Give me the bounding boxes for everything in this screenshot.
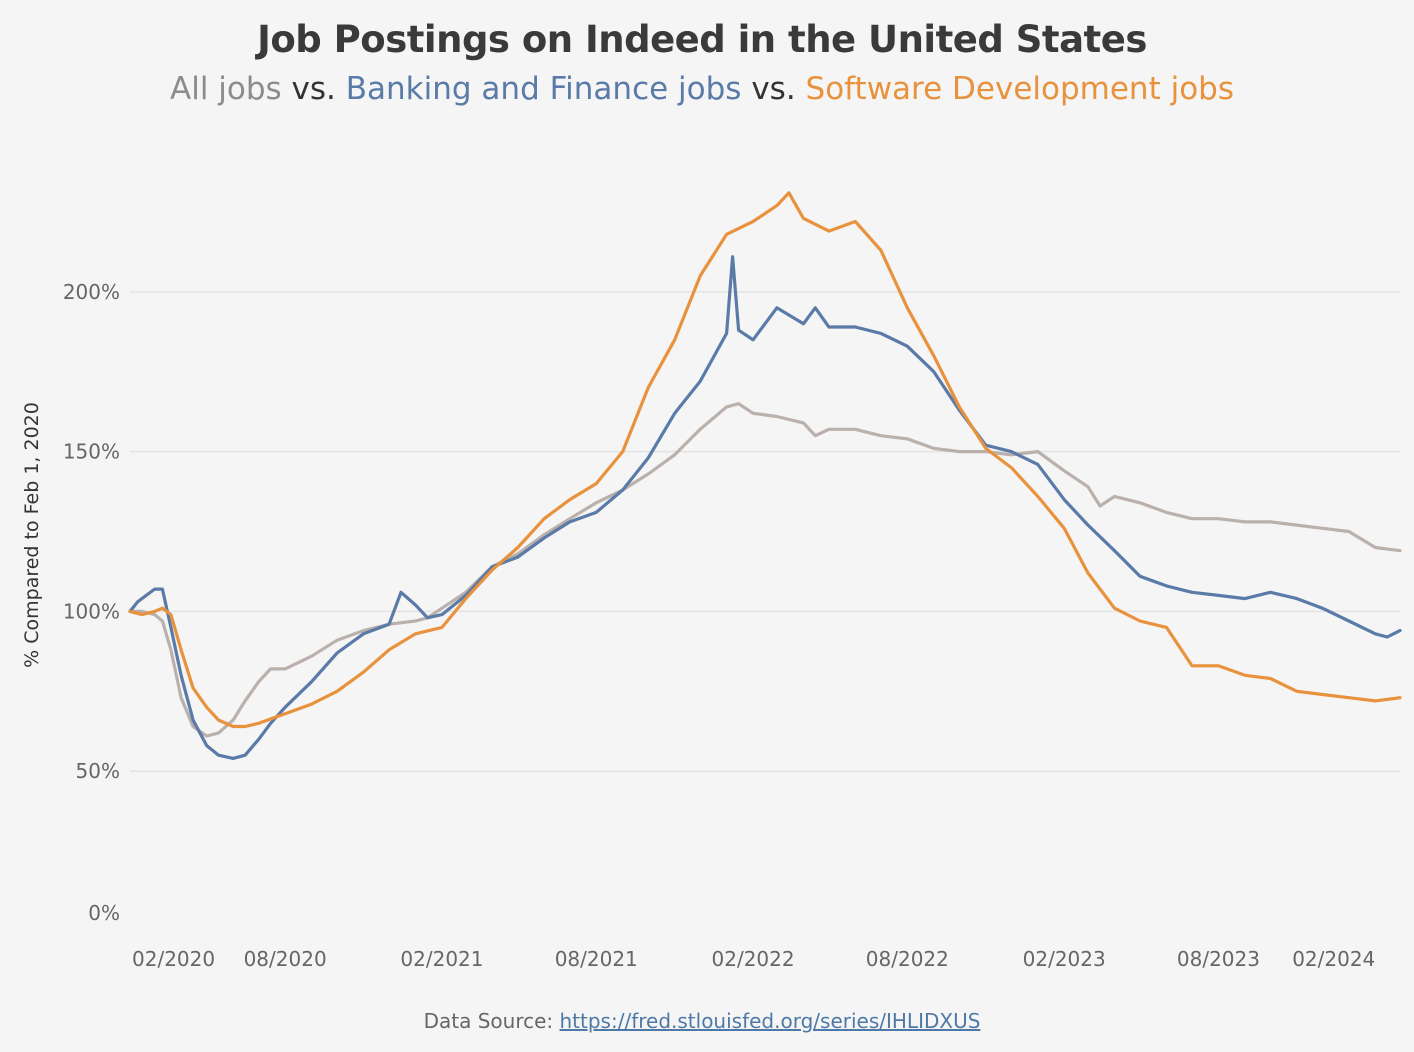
- x-tick-label: 08/2021: [555, 947, 638, 971]
- y-tick-label: 0%: [88, 901, 120, 925]
- subtitle-part: Banking and Finance jobs: [345, 71, 742, 107]
- chart-subtitle: All jobs vs. Banking and Finance jobs vs…: [0, 71, 1404, 107]
- x-tick-label: 02/2023: [1023, 947, 1106, 971]
- x-axis-ticks: 02/2020 08/2020 02/2021 08/2021 02/2022 08/20…: [132, 947, 1375, 971]
- x-tick-label: 02/2022: [712, 947, 795, 971]
- subtitle-part: vs.: [741, 71, 806, 107]
- y-tick-label: 50%: [76, 759, 120, 783]
- series-line-software-development: [128, 191, 1402, 729]
- subtitle-part: Software Development jobs: [805, 71, 1234, 107]
- data-source: Data Source: https://fred.stlouisfed.org…: [0, 1009, 1404, 1033]
- x-tick-label: 08/2022: [866, 947, 949, 971]
- series-line-banking-finance: [128, 255, 1402, 760]
- gridlines: [130, 291, 1400, 772]
- y-axis-ticks: 0% 50% 100% 150% 200%: [63, 280, 120, 925]
- chart-title: Job Postings on Indeed in the United Sta…: [257, 18, 1147, 61]
- x-tick-label: 02/2021: [400, 947, 483, 971]
- x-tick-label: 08/2020: [244, 947, 327, 971]
- y-tick-label: 100%: [63, 599, 120, 623]
- data-source-link[interactable]: https://fred.stlouisfed.org/series/IHLID…: [559, 1009, 981, 1033]
- series-line-all-jobs: [128, 402, 1402, 738]
- x-tick-label: 08/2023: [1177, 947, 1260, 971]
- y-tick-label: 200%: [63, 280, 120, 304]
- y-axis-label: % Compared to Feb 1, 2020: [21, 402, 43, 668]
- y-tick-label: 150%: [63, 440, 120, 464]
- series-lines: [128, 191, 1402, 760]
- x-tick-label: 02/2020: [132, 947, 215, 971]
- subtitle-part: vs.: [281, 71, 346, 107]
- subtitle-part: All jobs: [170, 71, 282, 107]
- data-source-label: Data Source:: [423, 1009, 554, 1033]
- x-tick-label: 02/2024: [1292, 947, 1375, 971]
